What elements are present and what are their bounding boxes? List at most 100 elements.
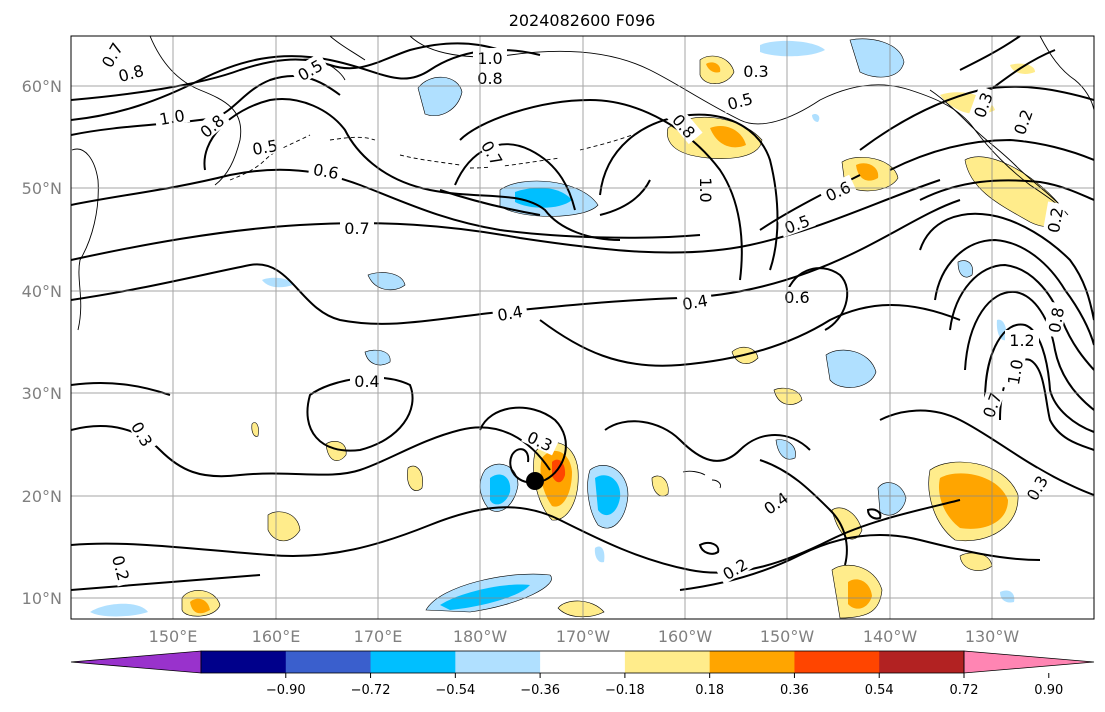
warm-patch — [407, 465, 423, 491]
colorbar-segment — [201, 651, 287, 673]
cool-patch — [760, 40, 825, 57]
storm-center-marker — [526, 472, 544, 490]
contour-label-bg — [1002, 353, 1026, 391]
cool-patch — [90, 603, 148, 617]
contour-line — [71, 179, 941, 261]
contour-label-bg — [720, 86, 759, 114]
contour-label-text: 0.5 — [251, 136, 279, 159]
contour-line — [539, 304, 961, 367]
colorbar-extend-low — [70, 650, 202, 674]
contour-label-text: 0.8 — [477, 69, 502, 88]
coastline-aleutians — [229, 131, 641, 181]
cool-patch — [262, 277, 293, 288]
colorbar-segment — [709, 651, 795, 673]
contour-label: 0.6 — [780, 287, 814, 307]
contour-label-bg — [94, 36, 128, 74]
contour-label: 0.4 — [350, 371, 384, 391]
contour-label-bg — [350, 371, 384, 389]
lon-label: 140°W — [863, 627, 918, 646]
lat-label: 30°N — [22, 384, 62, 403]
contour-line — [71, 499, 961, 574]
contour-label-text: 0.4 — [354, 372, 379, 391]
contour-label: 0.3 — [739, 61, 773, 81]
contour-line — [889, 138, 1094, 171]
contour-label-bg — [1042, 201, 1066, 239]
contour-label-bg — [1019, 468, 1053, 507]
contour-label-bg — [698, 173, 716, 207]
colorbar-segment — [370, 651, 456, 673]
warm-patch — [557, 600, 605, 618]
graticule — [71, 36, 1094, 619]
contour-label-bg — [473, 48, 507, 66]
contour-line — [203, 98, 621, 241]
contour-line — [759, 459, 848, 566]
warm-patch — [938, 473, 1008, 529]
colorbar-tick-label: 0.54 — [865, 683, 894, 698]
colorbar-tick-label: 0.36 — [780, 683, 809, 698]
contour-label-bg — [473, 68, 507, 86]
contour-label-bg — [1043, 301, 1067, 339]
warm-patch — [251, 422, 259, 437]
colorbar: −0.90 −0.72 −0.54 −0.36 −0.18 0.18 0.36 0.54 0.7… — [70, 650, 1095, 698]
colorbar-segment — [879, 651, 965, 673]
contour-line — [964, 290, 1094, 411]
colorbar-tick-label: −0.72 — [351, 683, 391, 698]
contour-label: 0.8 — [473, 68, 507, 88]
warm-patch — [651, 475, 669, 497]
contour-label-text: 1.0 — [477, 49, 502, 68]
contour-label-text: 1.2 — [1009, 331, 1034, 350]
lat-label: 20°N — [22, 487, 62, 506]
contour-label-bg — [126, 414, 160, 453]
longitude-labels: 150°E 160°E 170°E 180°W 170°W 160°W 150°… — [149, 627, 1020, 646]
contour-line — [934, 238, 1094, 346]
contour-label: 1.0 — [696, 173, 716, 207]
contour-label-bg — [476, 133, 510, 172]
cool-patch — [877, 482, 907, 516]
contour-label-bg — [521, 424, 560, 456]
contour-label: 0.4 — [491, 300, 529, 325]
warm-patch — [831, 507, 863, 540]
contour-label-bg — [818, 174, 857, 206]
contour-line — [71, 168, 701, 239]
lat-label: 60°N — [22, 77, 62, 96]
contour-line — [879, 409, 1094, 496]
contour-label-bg — [108, 548, 136, 587]
colorbar-segment — [455, 651, 541, 673]
lon-label: 130°W — [965, 627, 1020, 646]
lon-label: 150°W — [760, 627, 815, 646]
cool-patch — [812, 113, 820, 122]
contour-line — [784, 267, 849, 331]
contour-label-bg — [715, 551, 754, 585]
contour-label-bg — [340, 218, 374, 236]
cool-patch — [957, 260, 973, 278]
warm-patch — [848, 579, 872, 609]
contour-label-text: 0.8 — [1045, 306, 1068, 334]
contour-label-bg — [756, 485, 795, 520]
map-frame — [70, 35, 1095, 620]
colorbar-tick-label: −0.36 — [520, 683, 560, 698]
contour-line — [984, 323, 1094, 433]
map-panel: 0.70.81.0 0.80.50.50.61.00.8 0.30.50.70.81… — [70, 35, 1095, 620]
coastline-alaska — [409, 36, 1069, 216]
colorbar-segment — [624, 651, 711, 673]
contour-line — [949, 263, 1094, 371]
warm-patch — [552, 459, 566, 483]
cool-patch — [775, 439, 796, 460]
warm-patch — [190, 598, 210, 614]
warm-patch — [856, 163, 879, 181]
warm-patch — [710, 125, 746, 148]
contour-line — [599, 113, 779, 271]
contour-label-bg — [111, 58, 150, 86]
cool-patch — [825, 349, 877, 388]
contour-label: 0.5 — [720, 86, 759, 114]
contour-label-bg — [1005, 330, 1039, 348]
cool-patch — [594, 546, 605, 563]
contour-label: 0.7 — [340, 218, 374, 238]
contour-line — [919, 212, 1094, 321]
contour-label-bg — [739, 61, 773, 79]
contour-label-bg — [290, 52, 329, 86]
contour-label: 0.5 — [246, 134, 284, 159]
contour-line — [698, 508, 882, 555]
lat-label: 10°N — [22, 589, 62, 608]
contour-label-bg — [307, 158, 345, 182]
